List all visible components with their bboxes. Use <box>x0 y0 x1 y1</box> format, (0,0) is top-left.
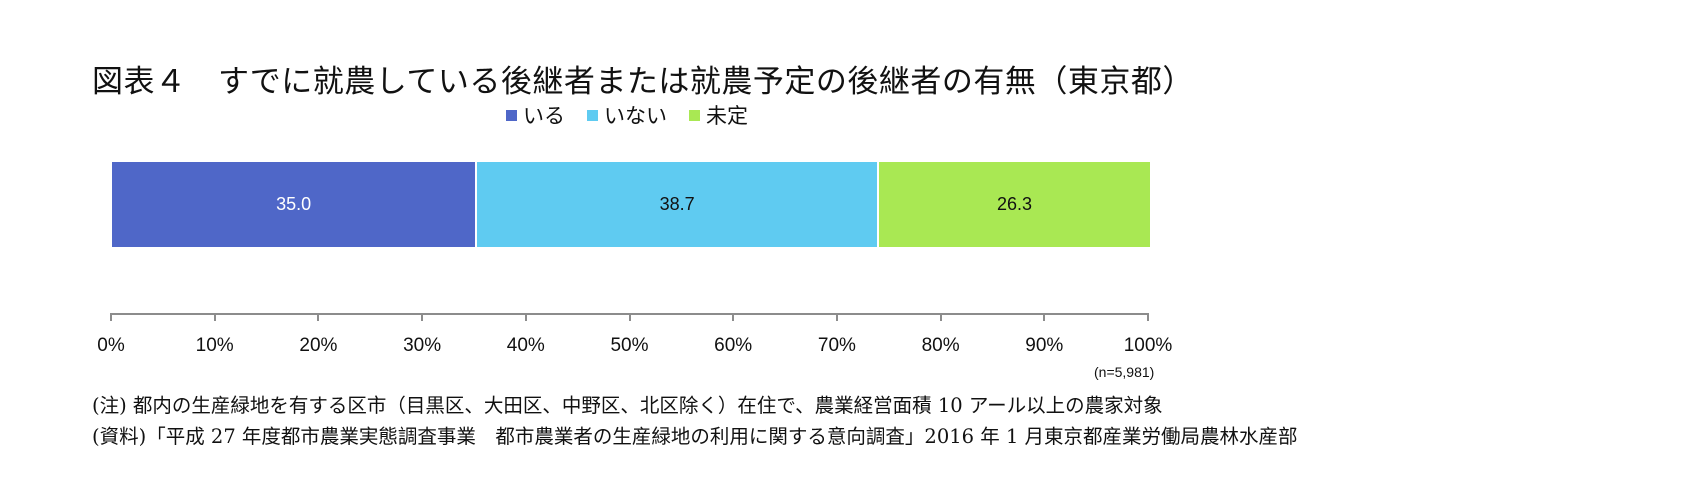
bar-value-mitei: 26.3 <box>996 194 1033 214</box>
sample-size-label: (n=5,981) <box>1094 364 1155 380</box>
legend-item-inai: いない <box>587 100 667 130</box>
x-axis-tick <box>1043 313 1046 321</box>
x-axis-tick <box>110 313 112 321</box>
x-axis-tick <box>628 313 631 321</box>
legend-label-iru: いる <box>523 104 565 128</box>
x-axis-tick <box>835 313 838 321</box>
x-axis-tick <box>317 313 320 321</box>
x-axis-tick <box>939 313 942 321</box>
bar-value-inai: 38.7 <box>659 194 695 214</box>
legend-item-iru: いる <box>506 100 565 130</box>
legend-swatch-iru <box>506 109 517 121</box>
bar-segment-mitei: 26.3 <box>877 162 1150 247</box>
x-axis-tick <box>524 313 527 321</box>
x-axis-tick-label: 30% <box>403 335 442 356</box>
chart-notes: (注) 都内の生産緑地を有する区市（目黒区、大田区、中野区、北区除く）在住で、農… <box>92 390 1298 452</box>
x-axis-tick-label: 100% <box>1123 335 1173 356</box>
x-axis-tick-label: 80% <box>921 335 960 356</box>
x-axis-tick-label: 50% <box>610 335 649 356</box>
x-axis-tick <box>213 313 216 321</box>
x-axis-tick-label: 20% <box>299 335 338 356</box>
legend-label-mitei: 未定 <box>706 104 748 128</box>
x-axis-tick-label: 70% <box>817 335 856 356</box>
bar-segment-iru: 35.0 <box>112 162 476 247</box>
legend-swatch-mitei <box>689 109 700 121</box>
legend-swatch-inai <box>587 109 598 121</box>
note-text: (注) 都内の生産緑地を有する区市（目黒区、大田区、中野区、北区除く）在住で、農… <box>92 394 1163 417</box>
source-text: (資料)「平成 27 年度都市農業実態調査事業 都市農業者の生産緑地の利用に関す… <box>92 425 1298 448</box>
legend-label-inai: いない <box>604 104 667 128</box>
x-axis-tick <box>421 313 424 321</box>
x-axis-tick-label: 10% <box>195 335 234 356</box>
x-axis-tick <box>1147 313 1149 321</box>
chart-legend: いる いない 未定 <box>506 100 770 130</box>
x-axis-tick-label: 0% <box>97 335 125 356</box>
stacked-bar: 35.0 38.7 26.3 <box>112 162 1150 247</box>
legend-item-mitei: 未定 <box>689 100 748 130</box>
bar-segment-inai: 38.7 <box>475 162 877 247</box>
x-axis-tick-label: 90% <box>1025 335 1064 356</box>
chart-title: 図表４ すでに就農している後継者または就農予定の後継者の有無（東京都） <box>92 64 1194 100</box>
x-axis-tick <box>732 313 735 321</box>
x-axis-tick-label: 60% <box>714 335 753 356</box>
x-axis-tick-label: 40% <box>506 335 545 356</box>
bar-value-iru: 35.0 <box>276 194 312 214</box>
